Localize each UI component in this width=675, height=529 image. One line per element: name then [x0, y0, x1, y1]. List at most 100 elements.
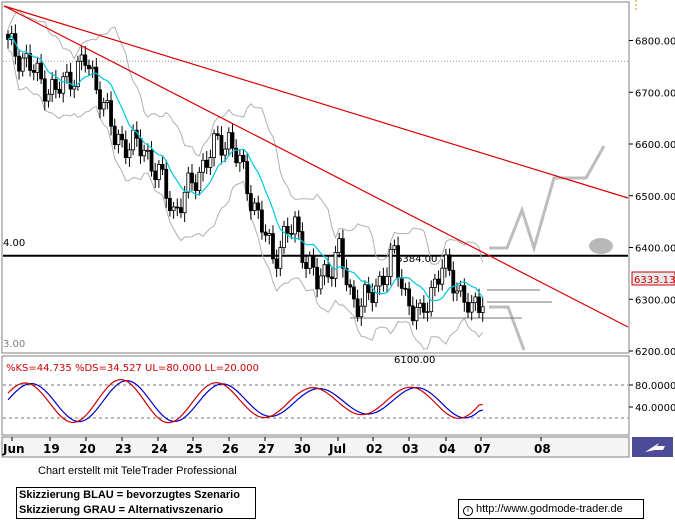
candle-up: [64, 71, 69, 78]
candle-down: [160, 164, 165, 170]
price-tick-label: 6600.00: [635, 140, 675, 151]
candle-down: [263, 231, 268, 236]
date-tick-label: 24: [151, 442, 168, 456]
candle-down: [83, 54, 88, 66]
website-url[interactable]: http://www.godmode-trader.de: [476, 503, 623, 515]
candle-up: [127, 149, 132, 159]
oscillator-panel-frame: [1, 355, 630, 436]
date-tick-label: Jul: [328, 442, 346, 456]
candle-down: [98, 89, 102, 110]
candle-down: [421, 302, 426, 313]
date-tick-label: 23: [115, 442, 132, 456]
candle-down: [285, 226, 290, 234]
candle-down: [352, 286, 356, 300]
candle-down: [466, 301, 470, 313]
candle-down: [274, 258, 279, 269]
candle-down: [355, 298, 360, 318]
candle-up: [388, 248, 393, 277]
candle-down: [153, 170, 158, 180]
scenario-sketches: [350, 145, 613, 351]
candle-up: [385, 276, 389, 286]
candle-down: [241, 154, 246, 162]
candle-down: [381, 275, 386, 286]
moving-average: [7, 35, 484, 302]
candle-up: [90, 66, 95, 70]
candle-up: [432, 278, 437, 288]
candle-up: [208, 157, 213, 168]
candle-down: [340, 238, 345, 269]
candle-down: [42, 78, 47, 102]
candle-up: [212, 133, 216, 159]
candle-up: [237, 154, 242, 164]
candle-down: [28, 53, 32, 71]
candle-down: [149, 149, 154, 172]
candle-down: [219, 135, 224, 156]
candle-up: [418, 302, 423, 308]
date-tick-label: 20: [79, 442, 96, 456]
candle-up: [156, 164, 161, 180]
candle-down: [248, 193, 253, 211]
candle-down: [39, 62, 44, 80]
candle-up: [293, 216, 297, 235]
candle-up: [414, 307, 419, 322]
candle-up: [105, 100, 110, 103]
candle-down: [403, 287, 408, 290]
band-upper: [7, 9, 484, 265]
candle-down: [407, 288, 412, 307]
candle-down: [112, 125, 117, 146]
scenario-path-down: [489, 305, 526, 351]
candle-up: [473, 296, 478, 304]
legend-grey: Skizzierung GRAU = Alternativszenario: [19, 504, 224, 516]
compass-icon[interactable]: [645, 443, 665, 452]
candle-down: [399, 277, 404, 289]
candle-down: [234, 147, 239, 164]
candle-up: [101, 102, 106, 110]
last-price-label: 6333.13: [634, 275, 675, 286]
candle-up: [142, 149, 147, 157]
candle-up: [201, 159, 205, 173]
candle-down: [348, 284, 353, 288]
stoch-d-line: [7, 380, 483, 423]
website-link[interactable]: i http://www.godmode-trader.de: [458, 499, 644, 519]
trendline-upper: [3, 5, 629, 199]
candle-up: [333, 252, 338, 279]
date-tick-label: 27: [258, 442, 275, 456]
candle-down: [179, 207, 183, 214]
candle-down: [326, 264, 331, 278]
candle-up: [186, 172, 191, 193]
candle-down: [410, 305, 415, 322]
candle-up: [322, 264, 327, 277]
date-tick-label: 04: [439, 442, 456, 456]
date-tick-label: 03: [402, 442, 419, 456]
candle-up: [363, 284, 367, 307]
candle-down: [260, 209, 264, 233]
candle-down: [190, 172, 194, 184]
candle-up: [392, 245, 397, 250]
candle-down: [311, 255, 316, 268]
candle-up: [197, 171, 202, 192]
resistance-label: 6384.00: [396, 254, 437, 265]
candle-up: [24, 53, 29, 59]
candle-up: [171, 206, 176, 212]
date-tick-label: 25: [186, 442, 203, 456]
candle-up: [374, 285, 378, 303]
tool-button[interactable]: [632, 437, 673, 457]
info-icon: i: [463, 506, 473, 516]
candle-down: [120, 133, 124, 141]
date-tick-label: 07: [474, 442, 491, 456]
candle-down: [447, 254, 452, 271]
candle-up: [20, 57, 25, 72]
candle-up: [440, 267, 445, 285]
candle-down: [329, 276, 334, 279]
candle-down: [175, 206, 180, 209]
candle-up: [337, 238, 342, 253]
candle-up: [307, 255, 312, 269]
legend-blue: Skizzierung BLAU = bevorzugtes Szenario: [19, 489, 240, 501]
candle-up: [480, 306, 485, 313]
left-clipped-label-1: 4.00: [3, 238, 25, 249]
date-axis: Jun 19 20 23 24 25 26 27 30 Jul 02 03 04 07 08: [2, 437, 551, 456]
price-axis: 6800.00 6700.00 6600.00 6500.00 6400.00 6300.…: [629, 0, 675, 358]
left-clipped-label-2: 3.00: [3, 339, 25, 350]
candle-down: [168, 197, 172, 212]
candle-down: [94, 66, 99, 91]
